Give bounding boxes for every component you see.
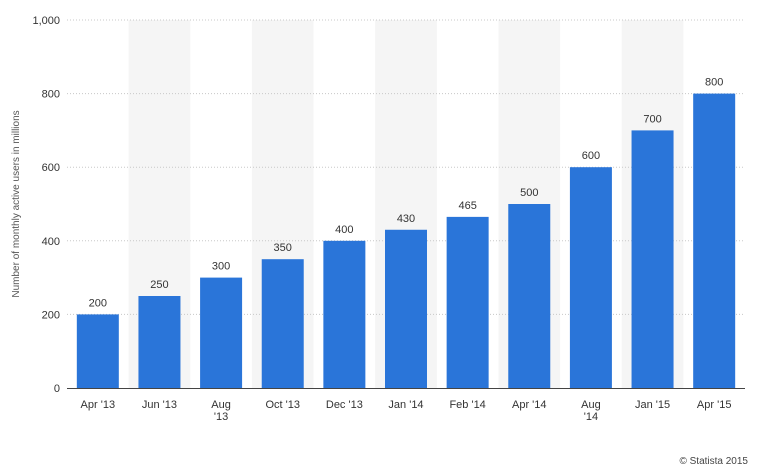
bar-value-label: 700 bbox=[643, 113, 661, 125]
bar-value-label: 250 bbox=[150, 279, 168, 291]
bar bbox=[261, 259, 304, 388]
y-axis-title: Number of monthly active users in millio… bbox=[11, 110, 22, 297]
bar-value-label: 400 bbox=[335, 224, 353, 236]
bars bbox=[76, 93, 736, 388]
bar-value-label: 465 bbox=[458, 200, 476, 212]
bar-value-label: 300 bbox=[212, 261, 230, 273]
bar bbox=[569, 167, 612, 388]
y-tick-label: 200 bbox=[42, 309, 60, 321]
bar bbox=[200, 277, 243, 388]
bar-value-label: 430 bbox=[397, 213, 415, 225]
x-tick-label: Oct '13 bbox=[265, 399, 300, 411]
bar bbox=[323, 240, 366, 388]
y-tick-label: 800 bbox=[42, 89, 60, 101]
y-tick-label: 0 bbox=[54, 383, 60, 395]
x-axis-ticks: Apr '13 Jun '13 Aug '13 Oct '13 Dec '13 Jan '1… bbox=[81, 399, 732, 423]
bar-value-label: 200 bbox=[89, 297, 107, 309]
bar-value-label: 500 bbox=[520, 187, 538, 199]
x-tick-label: Jan '15 bbox=[635, 399, 670, 411]
x-tick-label: Jun '13 bbox=[142, 399, 177, 411]
y-axis-ticks: 0 200 400 600 800 1,000 bbox=[32, 15, 60, 395]
y-tick-label: 400 bbox=[42, 236, 60, 248]
x-tick-label: Apr '13 bbox=[81, 399, 116, 411]
bar bbox=[76, 314, 119, 388]
bar bbox=[631, 130, 674, 388]
bar bbox=[693, 93, 736, 388]
bar-value-label: 800 bbox=[705, 77, 723, 89]
bar bbox=[385, 229, 427, 388]
y-tick-label: 600 bbox=[42, 162, 60, 174]
x-tick-label: Apr '15 bbox=[697, 399, 732, 411]
credit-label: © Statista 2015 bbox=[679, 456, 748, 467]
y-tick-label: 1,000 bbox=[32, 15, 60, 27]
x-tick-label: Aug '14 bbox=[581, 399, 601, 423]
bar bbox=[446, 216, 489, 388]
x-tick-label: Feb '14 bbox=[449, 399, 485, 411]
bar-value-labels: 200 250 300 350 400 430 465 500 600 700 800 bbox=[89, 77, 724, 310]
bar-value-label: 600 bbox=[582, 150, 600, 162]
x-tick-label: Dec '13 bbox=[326, 399, 363, 411]
x-tick-label: Jan '14 bbox=[388, 399, 423, 411]
bar bbox=[138, 296, 181, 388]
x-tick-label: Apr '14 bbox=[512, 399, 547, 411]
x-tick-label: Aug '13 bbox=[211, 399, 231, 423]
bar bbox=[508, 204, 551, 388]
bar-value-label: 350 bbox=[274, 242, 292, 254]
